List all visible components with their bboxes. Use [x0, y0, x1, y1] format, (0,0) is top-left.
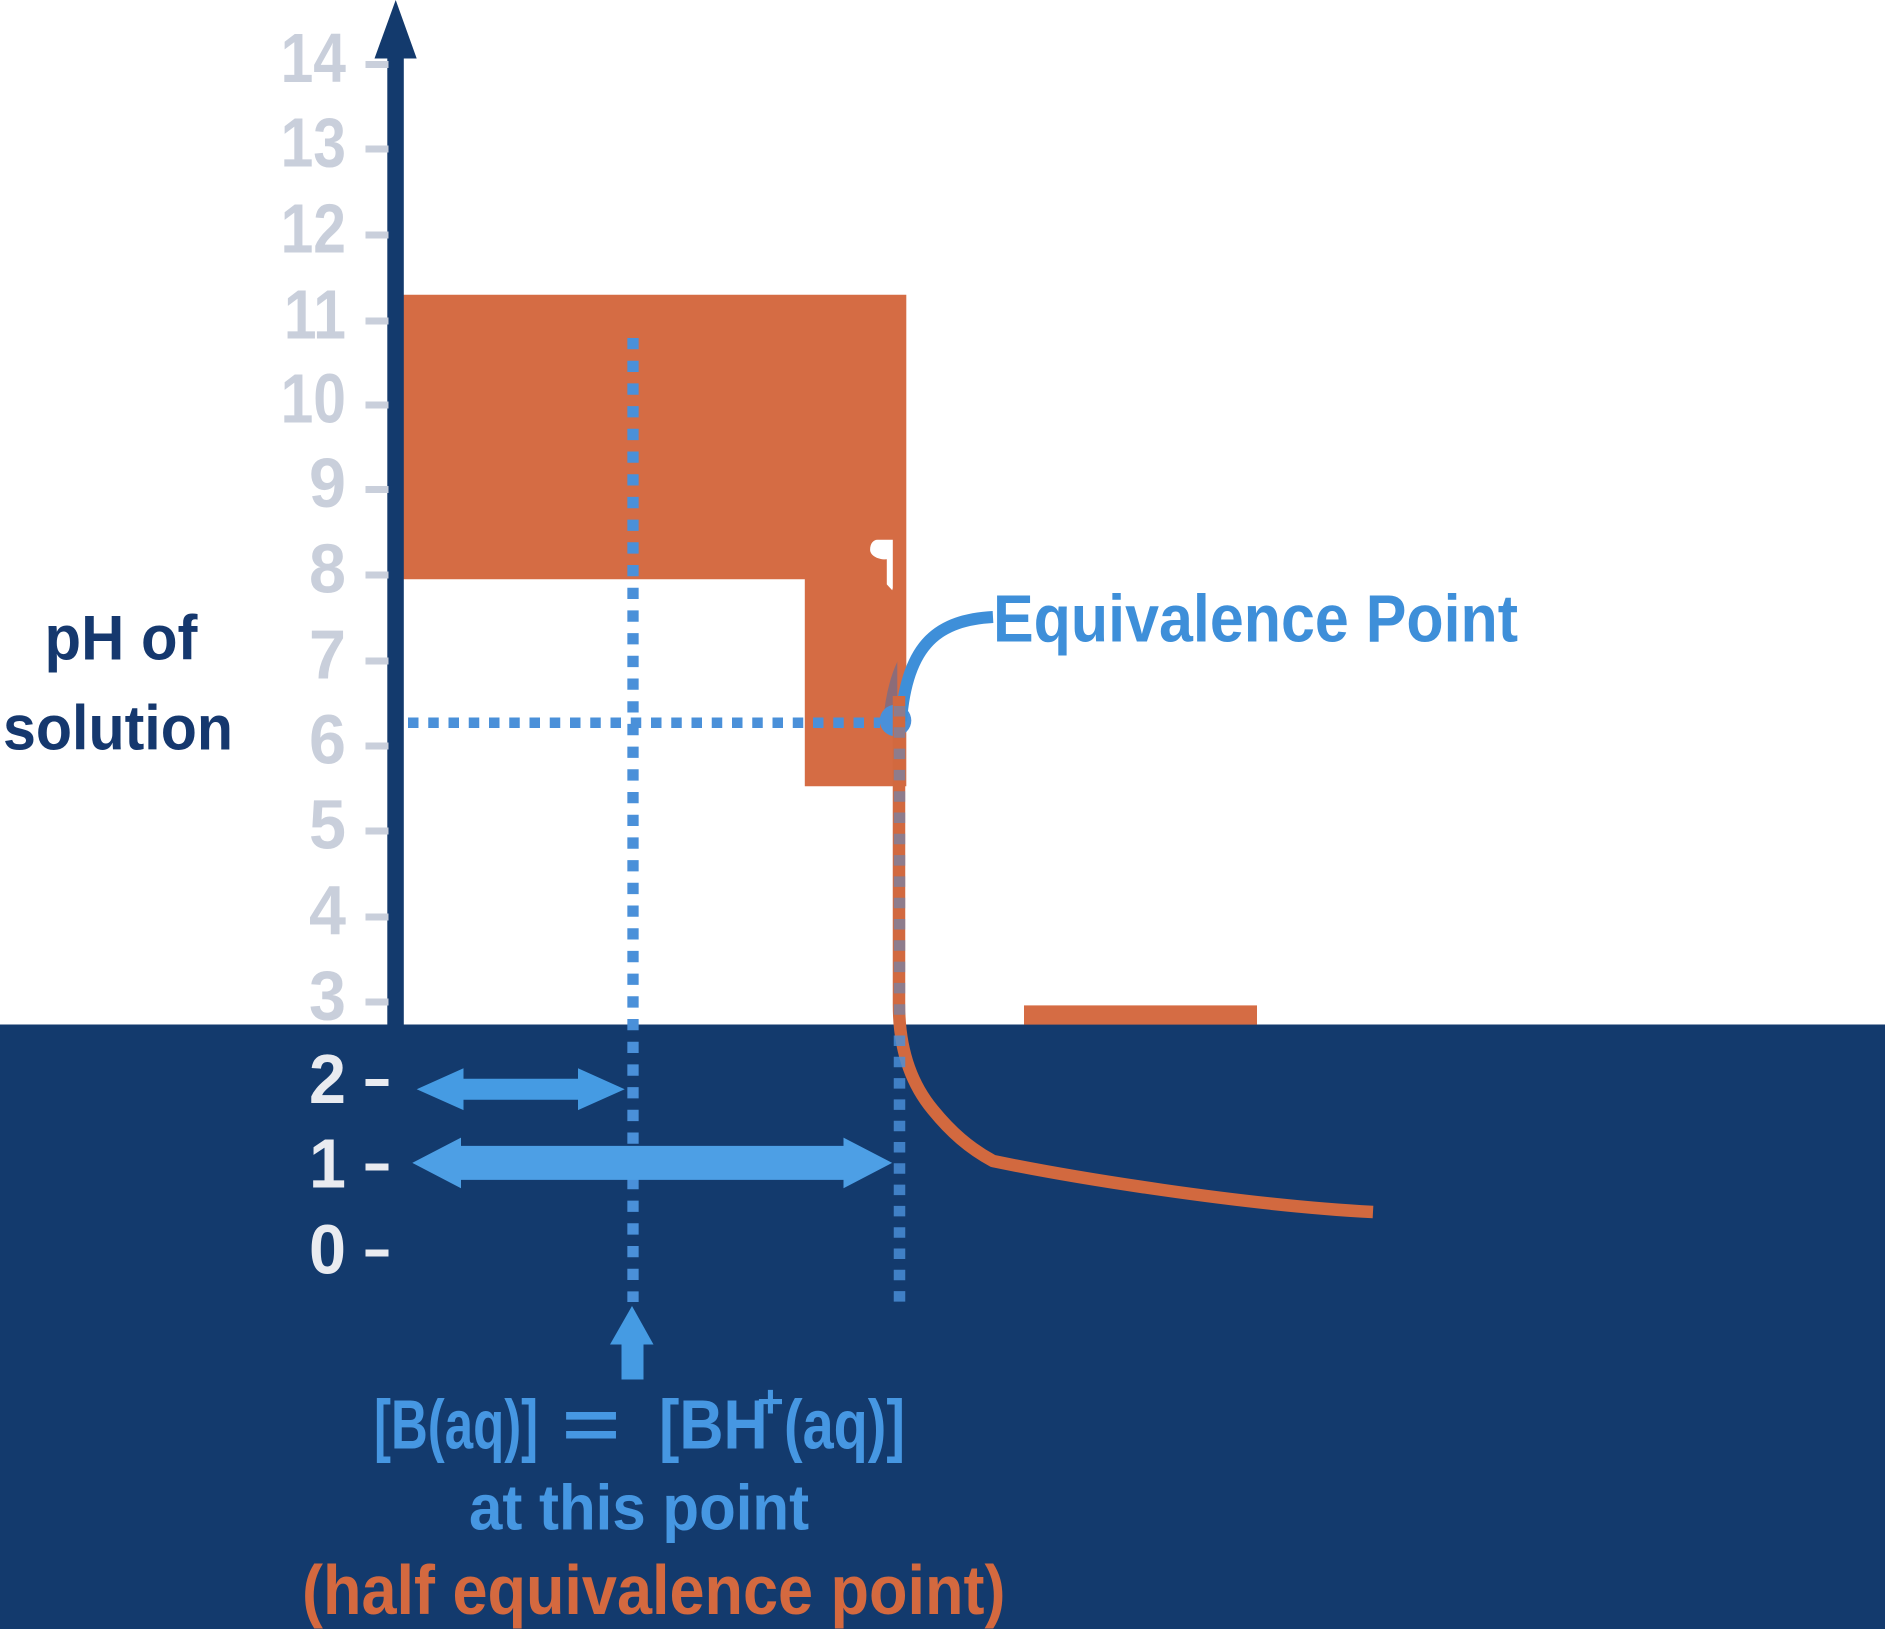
svg-text:solution: solution — [3, 693, 233, 763]
svg-text:12: 12 — [281, 189, 346, 268]
svg-text:0: 0 — [309, 1211, 346, 1289]
svg-text:4: 4 — [309, 872, 346, 950]
svg-text:2: 2 — [309, 1040, 346, 1118]
svg-text:[B(aq)]: [B(aq)] — [374, 1386, 538, 1464]
svg-text:6: 6 — [309, 701, 346, 779]
svg-text:7: 7 — [309, 616, 346, 694]
svg-text:10: 10 — [281, 359, 346, 438]
svg-text:3: 3 — [309, 957, 346, 1035]
svg-text:pH of: pH of — [45, 603, 198, 674]
svg-text:9: 9 — [309, 444, 346, 522]
svg-text:at this point: at this point — [469, 1473, 809, 1544]
svg-text:(aq)]: (aq)] — [784, 1387, 905, 1464]
svg-text:Equivalence Point: Equivalence Point — [993, 581, 1518, 656]
svg-text:1: 1 — [309, 1125, 346, 1203]
svg-text:(half equivalence point): (half equivalence point) — [302, 1552, 1005, 1629]
svg-text:=: = — [562, 1386, 620, 1464]
svg-text:14: 14 — [281, 18, 346, 97]
svg-text:[BH: [BH — [659, 1386, 768, 1464]
svg-text:8: 8 — [309, 530, 346, 608]
svg-text:11: 11 — [284, 275, 346, 354]
svg-text:5: 5 — [309, 786, 346, 864]
svg-text:+: + — [757, 1375, 784, 1427]
svg-text:13: 13 — [281, 103, 346, 182]
